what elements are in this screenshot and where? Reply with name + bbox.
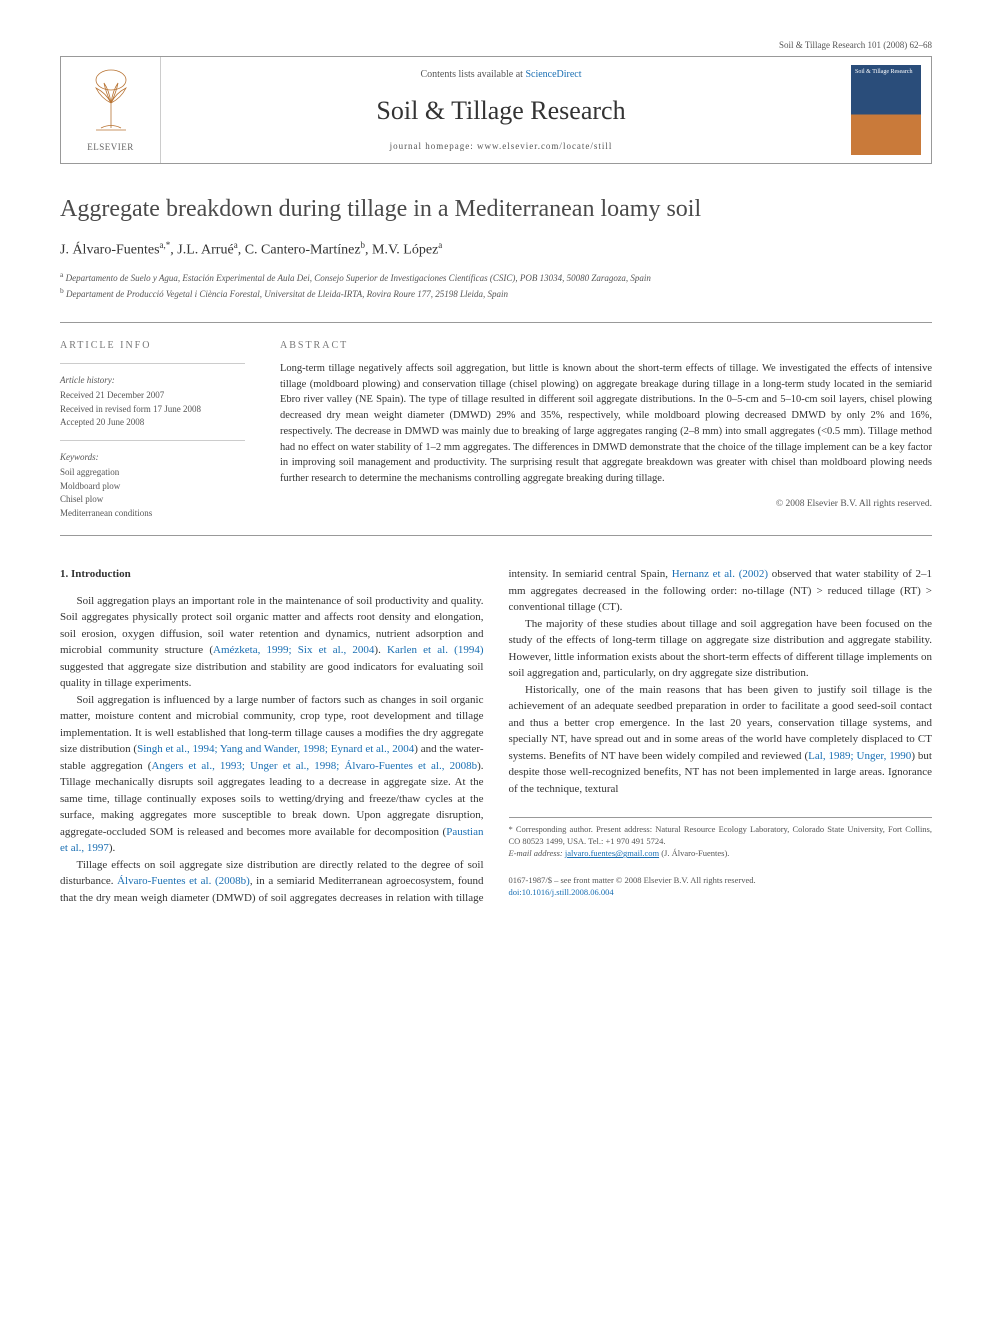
section-1-heading: 1. Introduction [60, 566, 484, 583]
email-label: E-mail address: [509, 848, 563, 858]
doi-line: doi:10.1016/j.still.2008.06.004 [509, 887, 933, 899]
citation-link[interactable]: Álvaro-Fuentes et al. (2008b) [117, 875, 250, 887]
journal-header-box: ELSEVIER Contents lists available at Sci… [60, 56, 932, 164]
issn-line: 0167-1987/$ – see front matter © 2008 El… [509, 875, 933, 887]
keyword: Chisel plow [60, 493, 245, 507]
received-date: Received 21 December 2007 [60, 389, 245, 403]
article-info-column: ARTICLE INFO Article history: Received 2… [60, 323, 260, 536]
article-body: 1. Introduction Soil aggregation plays a… [60, 566, 932, 906]
keywords-heading: Keywords: [60, 451, 245, 465]
affiliation-b: b Departament de Producció Vegetal i Ciè… [60, 285, 932, 302]
accepted-date: Accepted 20 June 2008 [60, 416, 245, 430]
contents-available-line: Contents lists available at ScienceDirec… [181, 69, 821, 80]
email-link[interactable]: jalvaro.fuentes@gmail.com [565, 848, 659, 858]
running-head: Soil & Tillage Research 101 (2008) 62–68 [60, 40, 932, 50]
doi-link[interactable]: doi:10.1016/j.still.2008.06.004 [509, 887, 614, 897]
keyword: Soil aggregation [60, 466, 245, 480]
email-who: (J. Álvaro-Fuentes). [661, 848, 729, 858]
abstract-copyright: © 2008 Elsevier B.V. All rights reserved… [280, 497, 932, 511]
journal-header-center: Contents lists available at ScienceDirec… [161, 57, 841, 163]
email-line: E-mail address: jalvaro.fuentes@gmail.co… [509, 848, 933, 860]
journal-homepage-line: journal homepage: www.elsevier.com/locat… [181, 141, 821, 151]
article-info-heading: ARTICLE INFO [60, 338, 245, 353]
citation-link[interactable]: Karlen et al. (1994) [387, 644, 483, 656]
journal-cover-thumbnail: Soil & Tillage Research [851, 65, 921, 155]
cover-thumb-text: Soil & Tillage Research [855, 69, 913, 76]
corresponding-author-footnote: * Corresponding author. Present address:… [509, 817, 933, 860]
footer-meta: 0167-1987/$ – see front matter © 2008 El… [509, 875, 933, 899]
abstract-text: Long-term tillage negatively affects soi… [280, 361, 932, 487]
elsevier-tree-icon [76, 68, 146, 138]
citation-link[interactable]: Singh et al., 1994; Yang and Wander, 199… [137, 743, 414, 755]
article-title: Aggregate breakdown during tillage in a … [60, 194, 932, 225]
citation-link[interactable]: Angers et al., 1993; Unger et al., 1998;… [151, 760, 477, 772]
revised-date: Received in revised form 17 June 2008 [60, 403, 245, 417]
journal-name: Soil & Tillage Research [181, 96, 821, 126]
keyword: Mediterranean conditions [60, 507, 245, 521]
article-history-heading: Article history: [60, 374, 245, 388]
affiliations: a Departamento de Suelo y Agua, Estación… [60, 269, 932, 302]
abstract-heading: ABSTRACT [280, 338, 932, 353]
elsevier-label: ELSEVIER [87, 142, 134, 152]
body-paragraph: Soil aggregation is influenced by a larg… [60, 692, 484, 857]
corresponding-text: * Corresponding author. Present address:… [509, 824, 933, 848]
body-paragraph: Soil aggregation plays an important role… [60, 593, 484, 692]
info-abstract-row: ARTICLE INFO Article history: Received 2… [60, 322, 932, 537]
body-paragraph: Historically, one of the main reasons th… [509, 682, 933, 798]
affiliation-a: a Departamento de Suelo y Agua, Estación… [60, 269, 932, 286]
publisher-logo-cell: ELSEVIER [61, 57, 161, 163]
contents-prefix: Contents lists available at [420, 69, 525, 80]
abstract-column: ABSTRACT Long-term tillage negatively af… [260, 323, 932, 536]
citation-link[interactable]: Hernanz et al. (2002) [672, 568, 768, 580]
author-list: J. Álvaro-Fuentesa,*, J.L. Arruéa, C. Ca… [60, 240, 932, 259]
citation-link[interactable]: Lal, 1989; Unger, 1990 [808, 750, 911, 762]
keyword: Moldboard plow [60, 480, 245, 494]
journal-cover-cell: Soil & Tillage Research [841, 57, 931, 163]
body-paragraph: The majority of these studies about till… [509, 616, 933, 682]
info-divider [60, 363, 245, 364]
sciencedirect-link[interactable]: ScienceDirect [525, 69, 581, 80]
info-divider [60, 440, 245, 441]
citation-link[interactable]: Amézketa, 1999; Six et al., 2004 [213, 644, 374, 656]
